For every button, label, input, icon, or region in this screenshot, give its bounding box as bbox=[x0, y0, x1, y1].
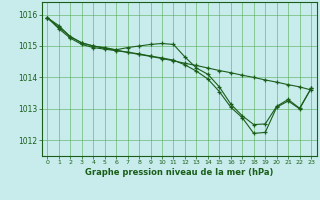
X-axis label: Graphe pression niveau de la mer (hPa): Graphe pression niveau de la mer (hPa) bbox=[85, 168, 273, 177]
